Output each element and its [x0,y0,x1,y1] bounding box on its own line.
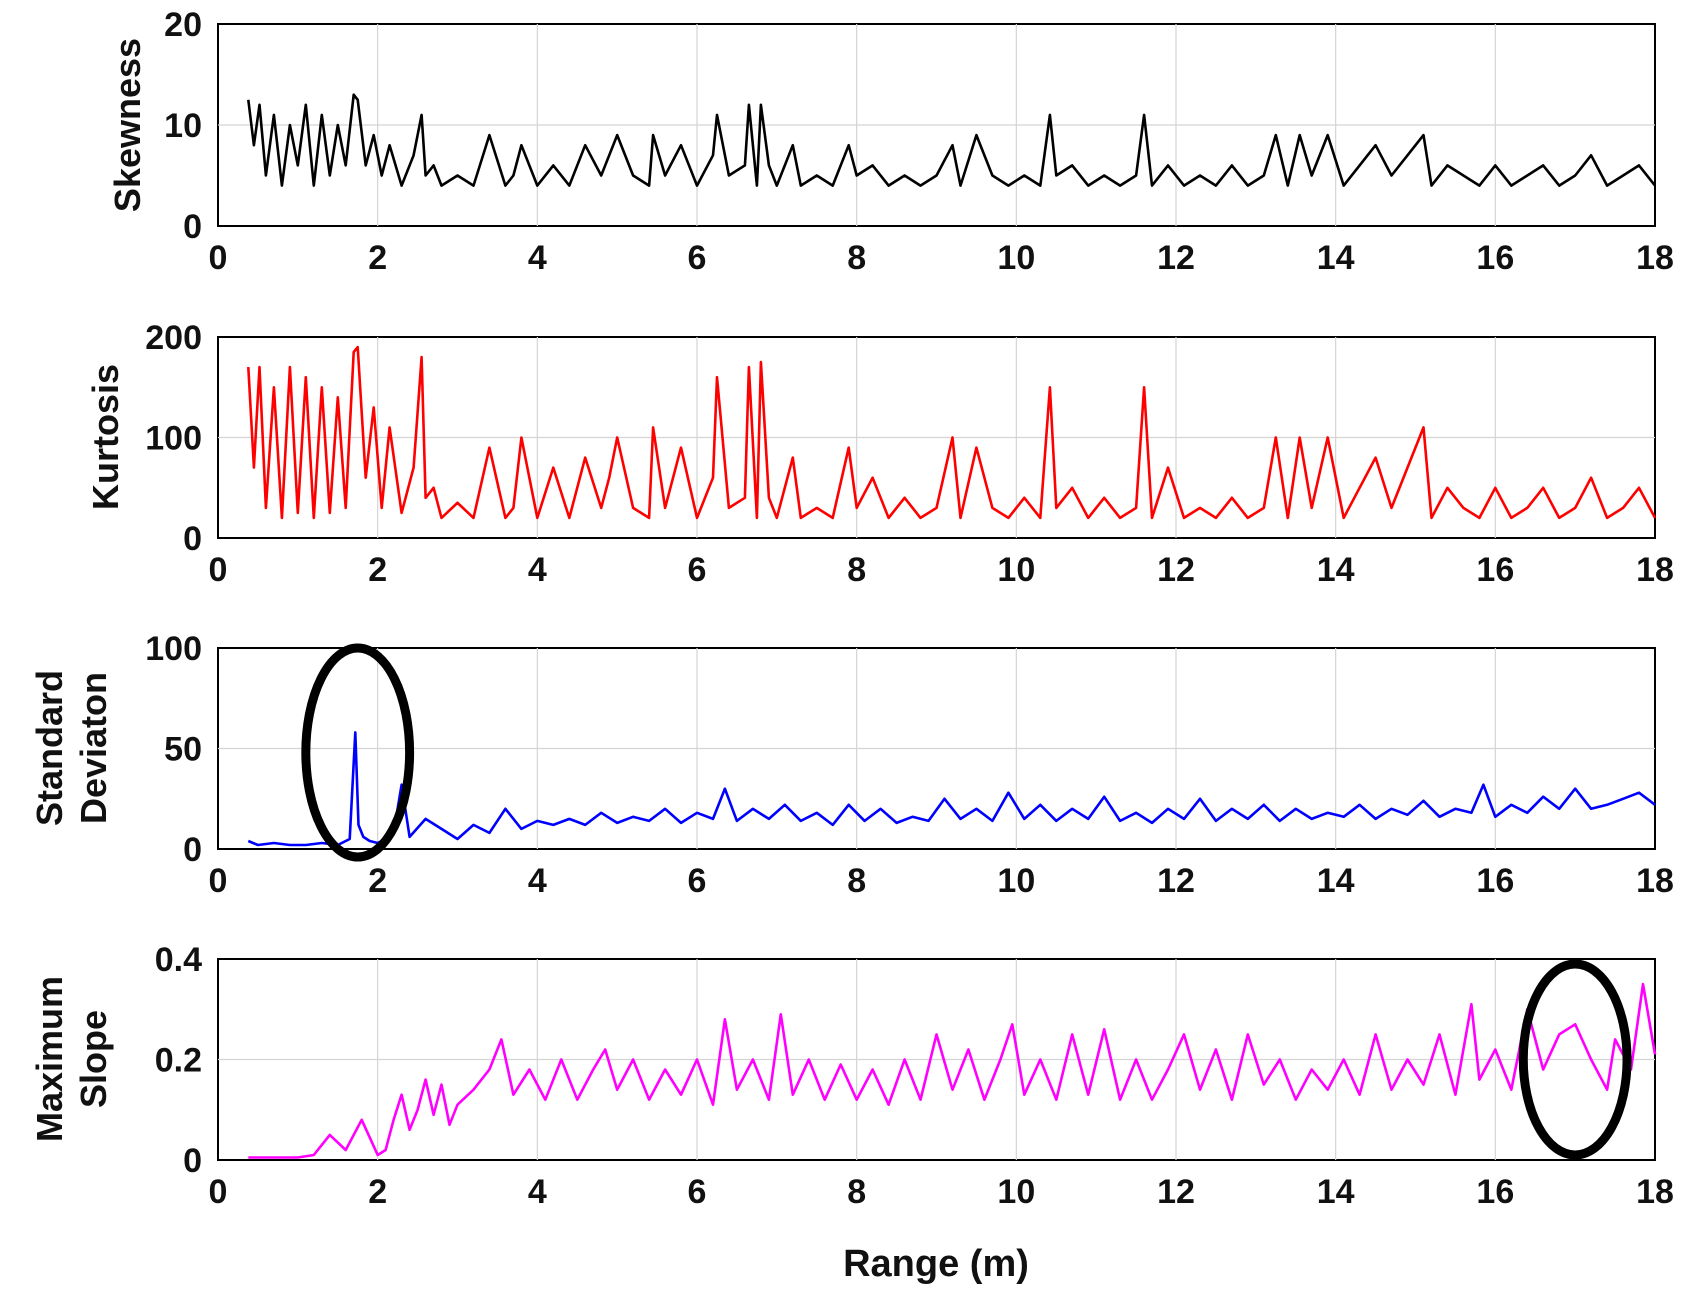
skewness-y-label-text: Skewness [107,38,148,212]
skewness-y-tick-label: 10 [164,107,202,145]
maximum-slope-y-tick-label: 0.4 [155,941,202,979]
skewness-x-tick-label: 6 [688,239,707,277]
kurtosis-x-tick-label: 14 [1317,551,1355,589]
standard-deviation-y-axis-label: StandardDeviaton [29,670,114,826]
maximum-slope-x-tick-label: 4 [528,1173,547,1211]
skewness-x-tick-label: 2 [368,239,387,277]
standard-deviation-y-tick-label: 50 [164,731,202,769]
standard-deviation-y-tick-label: 0 [183,831,202,869]
maximum-slope-x-tick-label: 2 [368,1173,387,1211]
standard-deviation-x-tick-label: 16 [1476,862,1514,900]
standard-deviation-gridlines [218,648,1655,849]
maximum-slope-y-label-line: Maximum [29,976,70,1142]
maximum-slope-x-tick-label: 8 [847,1173,866,1211]
kurtosis-gridlines [218,337,1655,538]
kurtosis-x-tick-label: 18 [1636,551,1674,589]
standard-deviation-highlight-ellipse [301,643,415,862]
skewness-y-tick-labels: 0 10 20 [164,6,202,246]
maximum-slope-x-tick-label: 6 [688,1173,707,1211]
skewness-gridlines [218,24,1655,226]
maximum-slope-y-tick-label: 0 [183,1142,202,1180]
standard-deviation-x-tick-label: 8 [847,862,866,900]
kurtosis-x-tick-labels: 0 2 4 6 8 10 12 14 16 18 [209,551,1674,589]
maximum-slope-series-line [248,982,1657,1159]
standard-deviation-y-label-line: Deviaton [73,672,114,824]
skewness-x-tick-label: 0 [209,239,228,277]
kurtosis-x-tick-label: 2 [368,551,387,589]
kurtosis-y-tick-label: 200 [145,319,202,357]
kurtosis-y-axis-label: Kurtosis [85,364,126,510]
maximum-slope-x-tick-labels: 0 2 4 6 8 10 12 14 16 18 [209,1173,1674,1211]
maximum-slope-x-tick-label: 16 [1476,1173,1514,1211]
skewness-panel: 0 2 4 6 8 10 12 14 16 18 0 10 20 Skewness [107,6,1674,277]
skewness-x-tick-label: 16 [1476,239,1514,277]
standard-deviation-x-tick-label: 4 [528,862,547,900]
maximum-slope-x-tick-label: 10 [997,1173,1035,1211]
kurtosis-y-tick-label: 0 [183,520,202,558]
standard-deviation-y-label-line: Standard [29,670,70,826]
maximum-slope-x-tick-label: 12 [1157,1173,1195,1211]
skewness-x-tick-label: 4 [528,239,547,277]
skewness-x-tick-label: 18 [1636,239,1674,277]
kurtosis-y-tick-labels: 0 100 200 [145,319,202,558]
maximum-slope-x-tick-label: 14 [1317,1173,1355,1211]
skewness-y-axis-label: Skewness [107,38,148,212]
skewness-x-tick-label: 12 [1157,239,1195,277]
kurtosis-y-tick-label: 100 [145,420,202,458]
maximum-slope-y-tick-label: 0.2 [155,1042,202,1080]
maximum-slope-panel: 0 2 4 6 8 10 12 14 16 18 0 0.2 0.4 MaximumSlope Ran… [29,941,1674,1285]
standard-deviation-x-tick-label: 18 [1636,862,1674,900]
skewness-x-tick-label: 14 [1317,239,1355,277]
kurtosis-x-tick-label: 12 [1157,551,1195,589]
kurtosis-y-label-text: Kurtosis [85,364,126,510]
skewness-series-line [247,93,1657,187]
kurtosis-series-line [247,345,1657,520]
maximum-slope-x-tick-label: 0 [209,1173,228,1211]
skewness-x-tick-label: 8 [847,239,866,277]
standard-deviation-x-tick-labels: 0 2 4 6 8 10 12 14 16 18 [209,862,1674,900]
standard-deviation-x-tick-label: 0 [209,862,228,900]
standard-deviation-x-tick-label: 6 [688,862,707,900]
kurtosis-x-tick-label: 16 [1476,551,1514,589]
maximum-slope-y-tick-labels: 0 0.2 0.4 [155,941,202,1180]
maximum-slope-highlight-ellipse [1518,959,1632,1160]
kurtosis-x-tick-label: 0 [209,551,228,589]
kurtosis-x-tick-label: 4 [528,551,547,589]
standard-deviation-panel: 0 2 4 6 8 10 12 14 16 18 0 50 100 StandardDeviaton [29,630,1674,900]
standard-deviation-y-tick-label: 100 [145,630,202,668]
kurtosis-panel: 0 2 4 6 8 10 12 14 16 18 0 100 200 Kurtosis [85,319,1674,589]
maximum-slope-y-label-line: Slope [73,1010,114,1108]
skewness-x-tick-labels: 0 2 4 6 8 10 12 14 16 18 [209,239,1674,277]
skewness-x-tick-label: 10 [997,239,1035,277]
standard-deviation-x-tick-label: 12 [1157,862,1195,900]
kurtosis-x-tick-label: 6 [688,551,707,589]
maximum-slope-x-tick-label: 18 [1636,1173,1674,1211]
standard-deviation-x-tick-label: 14 [1317,862,1355,900]
skewness-y-tick-label: 0 [183,208,202,246]
skewness-y-tick-label: 20 [164,6,202,44]
standard-deviation-y-tick-labels: 0 50 100 [145,630,202,869]
standard-deviation-x-tick-label: 10 [997,862,1035,900]
maximum-slope-gridlines [218,959,1655,1160]
standard-deviation-series-line [247,731,1656,847]
x-axis-label: Range (m) [843,1243,1029,1285]
standard-deviation-x-tick-label: 2 [368,862,387,900]
kurtosis-x-tick-label: 8 [847,551,866,589]
maximum-slope-y-axis-label: MaximumSlope [29,976,114,1142]
kurtosis-x-tick-label: 10 [997,551,1035,589]
